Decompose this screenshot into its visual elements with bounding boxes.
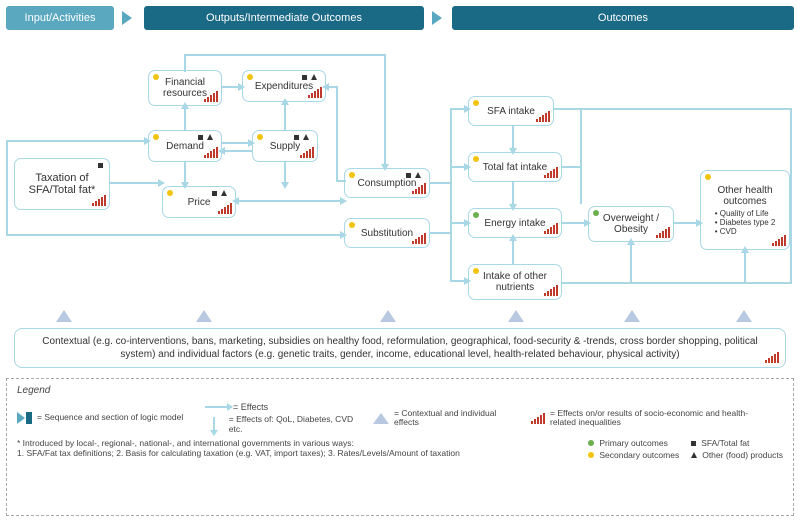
arrow (6, 140, 148, 142)
legend-row: = Sequence and section of logic model = … (17, 402, 783, 434)
arrow-head-icon (696, 219, 703, 227)
arrow (562, 282, 792, 284)
node-label: Energy intake (484, 218, 545, 229)
arrow (336, 180, 346, 182)
arrow-head-icon (181, 102, 189, 109)
arrow-head-icon (281, 182, 289, 189)
arrow-head-icon (158, 179, 165, 187)
context-box: Contextual (e.g. co-interventions, bans,… (14, 328, 786, 368)
node-label: Other health outcomes (707, 185, 783, 207)
arrow-head-icon (281, 98, 289, 105)
node-otherhealth: Other health outcomes • Quality of Life … (700, 170, 790, 250)
node-price: Price (162, 186, 236, 218)
node-totalfat: Total fat intake (468, 152, 562, 182)
context-arrow-icon (196, 310, 212, 322)
node-label: Demand (166, 141, 204, 152)
arrow (744, 250, 746, 284)
node-financial: Financial resources (148, 70, 222, 106)
node-othernut: Intake of other nutrients (468, 264, 562, 300)
node-label: Intake of other nutrients (475, 271, 555, 293)
legend-footnote: * Introduced by local-, regional-, natio… (17, 438, 783, 460)
arrow-head-icon (340, 231, 347, 239)
diagram-canvas: Input/Activities Outputs/Intermediate Ou… (0, 0, 800, 524)
arrow (110, 182, 162, 184)
arrow-head-icon (322, 83, 329, 91)
arrow (184, 106, 186, 130)
legend-box: Legend = Sequence and section of logic m… (6, 378, 794, 516)
arrow (430, 232, 450, 234)
header-outcomes: Outcomes (452, 6, 794, 30)
node-label: Expenditures (255, 81, 313, 92)
arrow-head-icon (381, 164, 389, 171)
context-arrow-icon (380, 310, 396, 322)
node-overweight: Overweight / Obesity (588, 206, 674, 242)
arrow-head-icon (238, 83, 245, 91)
node-supply: Supply (252, 130, 318, 162)
node-label: Price (188, 197, 211, 208)
header-input: Input/Activities (6, 6, 114, 30)
arrow (222, 150, 252, 152)
node-sfa: SFA intake (468, 96, 554, 126)
arrow (6, 234, 344, 236)
node-taxation: Taxation of SFA/Total fat* (14, 158, 110, 210)
arrow (450, 108, 452, 282)
legend-title: Legend (17, 385, 783, 396)
arrow-head-icon (218, 147, 225, 155)
arrow (184, 54, 186, 72)
arrow-head-icon (464, 219, 471, 227)
arrow-head-icon (464, 105, 471, 113)
arrow-head-icon (464, 163, 471, 171)
node-consumption: Consumption (344, 168, 430, 198)
arrow-head-icon (741, 246, 749, 253)
node-label: Total fat intake (483, 162, 547, 173)
node-label: Consumption (358, 178, 417, 189)
arrow (384, 54, 386, 168)
arrow-head-icon (181, 182, 189, 189)
node-label: Substitution (361, 228, 413, 239)
arrow-head-icon (248, 139, 255, 147)
seq-arrow-icon (432, 11, 442, 25)
arrow-head-icon (232, 197, 239, 205)
arrow-head-icon (627, 238, 635, 245)
arrow-head-icon (584, 219, 591, 227)
arrow-head-icon (509, 234, 517, 241)
arrow (512, 238, 514, 264)
arrow (284, 102, 286, 130)
arrow (562, 166, 582, 168)
node-demand: Demand (148, 130, 222, 162)
arrow (336, 86, 338, 182)
arrow (236, 200, 344, 202)
arrow-head-icon (509, 148, 517, 155)
context-text: Contextual (e.g. co-interventions, bans,… (42, 336, 757, 360)
header-outputs: Outputs/Intermediate Outcomes (144, 6, 424, 30)
arrow (790, 108, 792, 282)
sub-list: • Quality of Life • Diabetes type 2 • CV… (715, 209, 776, 236)
arrow-head-icon (509, 204, 517, 211)
arrow-head-icon (144, 137, 151, 145)
seq-arrow-icon (122, 11, 132, 25)
arrow (184, 54, 386, 56)
arrow (580, 108, 790, 110)
context-arrow-icon (736, 310, 752, 322)
node-label: Supply (270, 141, 301, 152)
arrow (630, 242, 632, 284)
arrow (6, 140, 8, 236)
arrow (580, 108, 582, 204)
node-substitution: Substitution (344, 218, 430, 248)
arrow-head-icon (464, 277, 471, 285)
context-arrow-icon (508, 310, 524, 322)
context-arrow-icon (56, 310, 72, 322)
arrow (430, 182, 450, 184)
arrow (554, 108, 582, 110)
node-label: Taxation of SFA/Total fat* (21, 172, 103, 196)
arrow-head-icon (340, 197, 347, 205)
node-label: SFA intake (487, 106, 535, 117)
context-arrow-icon (624, 310, 640, 322)
